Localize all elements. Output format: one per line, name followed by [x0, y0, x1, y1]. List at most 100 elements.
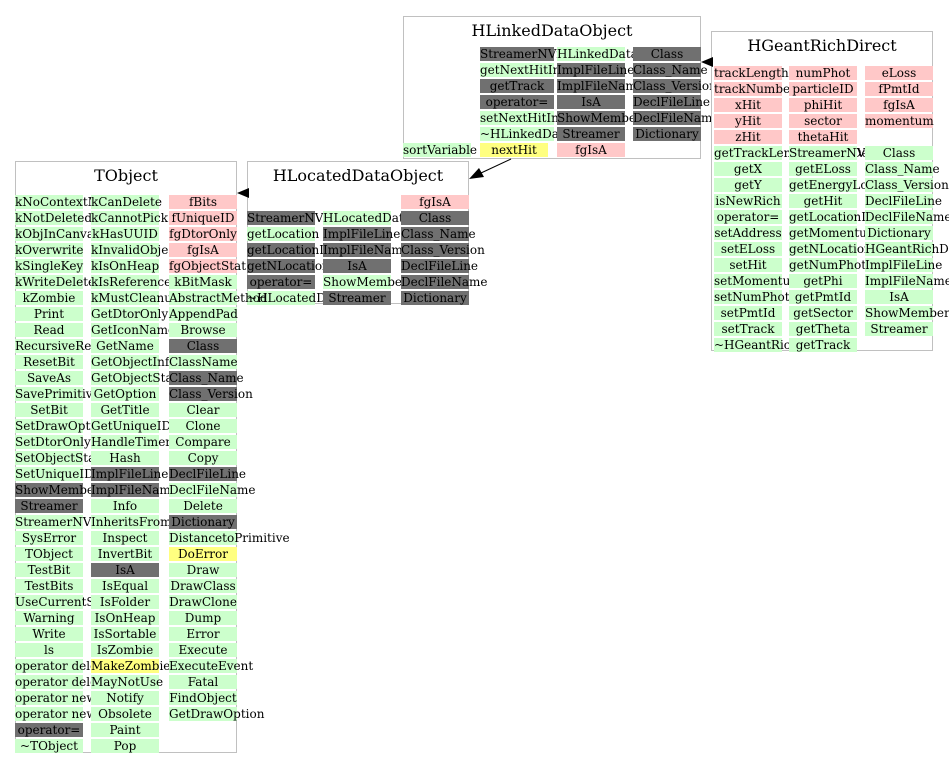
member-cell: StreamerNVirtual [15, 515, 124, 529]
member-label: DeclFileName [401, 275, 488, 289]
member-label: IsA [115, 563, 135, 577]
member-label: kZombie [22, 291, 76, 305]
member-cell: Write [15, 627, 83, 641]
member-cell: fUniqueID [169, 211, 237, 225]
member-label: TestBits [24, 579, 74, 593]
member-cell: ImplFileName [91, 483, 178, 497]
member-label: getTrack [795, 338, 851, 352]
member-label: SaveAs [26, 371, 72, 385]
member-label: FindObject [169, 691, 237, 705]
member-cell: InheritsFrom [91, 515, 172, 529]
member-label: Browse [180, 323, 226, 337]
member-cell: kHasUUID [91, 227, 159, 241]
member-label: ExecuteEvent [169, 659, 254, 673]
member-column: nextHit [480, 143, 548, 159]
member-label: getTrack [489, 79, 545, 93]
member-cell: getTrackLengthInPhotDet [714, 146, 873, 160]
member-label: HGeantRichDirect [865, 242, 949, 256]
class-title: TObject [94, 166, 158, 185]
member-label: AbstractMethod [169, 291, 268, 305]
member-label: ImplFileLine [91, 467, 169, 481]
member-cell: RecursiveRemove [15, 339, 124, 353]
member-label: Dictionary [867, 226, 931, 240]
member-cell: setTrack [714, 322, 782, 336]
member-cell: Execute [169, 643, 237, 657]
member-label: kIsOnHeap [91, 259, 160, 273]
member-cell: getY [714, 178, 782, 192]
member-cell: ImplFileName [557, 79, 644, 93]
member-cell: ImplFileName [323, 243, 410, 257]
member-cell: Class [169, 339, 237, 353]
member-label: Class [650, 47, 684, 61]
member-label: SetBit [30, 403, 68, 417]
edge-hlinked-to-hlocated [469, 158, 512, 179]
member-label: Error [186, 627, 220, 641]
member-cell: getNumPhot [789, 258, 866, 272]
member-cell: ShowMembers [323, 275, 414, 289]
member-cell: operator delete[] [15, 675, 119, 689]
member-cell: ls [15, 643, 83, 657]
member-cell: ImplFileLine [865, 258, 942, 272]
member-cell: IsZombie [91, 643, 159, 657]
member-cell: fgIsA [401, 195, 469, 209]
member-cell: fgObjectStat [169, 259, 246, 273]
member-label: ShowMembers [323, 275, 414, 289]
member-label: GetDrawOption [169, 707, 265, 721]
member-cell: Fatal [169, 675, 237, 689]
member-cell: Class_Name [865, 162, 940, 176]
member-label: DeclFileName [865, 210, 949, 224]
member-cell: nextHit [480, 143, 548, 157]
member-label: Class_Name [865, 162, 940, 176]
member-label: isNewRich [715, 194, 781, 208]
member-label: Delete [183, 499, 223, 513]
member-label: Draw [186, 563, 220, 577]
member-label: getEnergyLoss [789, 178, 880, 192]
member-label: GetIconName [91, 323, 176, 337]
member-label: fgIsA [187, 243, 219, 257]
member-label: setMomentum [714, 274, 802, 288]
member-label: InvertBit [97, 547, 153, 561]
member-cell: Dictionary [865, 226, 933, 240]
member-cell: MayNotUse [91, 675, 163, 689]
member-cell: IsSortable [91, 627, 159, 641]
member-cell: kIsReferenced [91, 275, 179, 289]
member-label: DistancetoPrimitive [169, 531, 290, 545]
member-label: ImplFileName [323, 243, 410, 257]
member-label: Class_Version [633, 79, 717, 93]
member-cell: kOverwrite [15, 243, 84, 257]
member-cell: DeclFileName [633, 111, 720, 125]
member-cell: ShowMembers [557, 111, 648, 125]
member-label: setNextHitIndex [480, 111, 581, 125]
member-cell: kWriteDelete [15, 275, 95, 289]
member-label: GetObjectInfo [91, 355, 177, 369]
member-label: kNotDeleted [15, 211, 93, 225]
member-label: kHasUUID [92, 227, 158, 241]
member-label: kObjInCanvas [15, 227, 101, 241]
member-cell: Class [865, 146, 933, 160]
member-cell: getX [714, 162, 782, 176]
member-label: fBits [188, 195, 218, 209]
member-label: Compare [175, 435, 231, 449]
member-cell: kBitMask [169, 275, 237, 289]
member-label: fgIsA [575, 143, 607, 157]
member-cell: Dictionary [401, 291, 469, 305]
member-cell: GetUniqueID [91, 419, 171, 433]
member-cell: GetTitle [91, 403, 159, 417]
member-label: fPmtId [878, 82, 920, 96]
member-label: fUniqueID [171, 211, 235, 225]
member-cell: GetObjectStat [91, 371, 177, 385]
member-cell: Obsolete [91, 707, 159, 721]
member-cell: zHit [714, 130, 782, 144]
member-cell: sortVariable [403, 143, 477, 157]
member-cell: operator= [247, 275, 315, 289]
member-cell: thetaHit [789, 130, 857, 144]
member-label: kMustCleanup [91, 291, 180, 305]
member-cell: DrawClass [169, 579, 237, 593]
member-cell: Dictionary [169, 515, 237, 529]
member-cell: GetDrawOption [169, 707, 264, 721]
member-label: momentum [865, 114, 934, 128]
member-cell: SetDrawOption [15, 419, 109, 433]
member-cell: SetDtorOnly [15, 435, 91, 449]
member-cell: SaveAs [15, 371, 83, 385]
member-label: operator= [249, 275, 313, 289]
